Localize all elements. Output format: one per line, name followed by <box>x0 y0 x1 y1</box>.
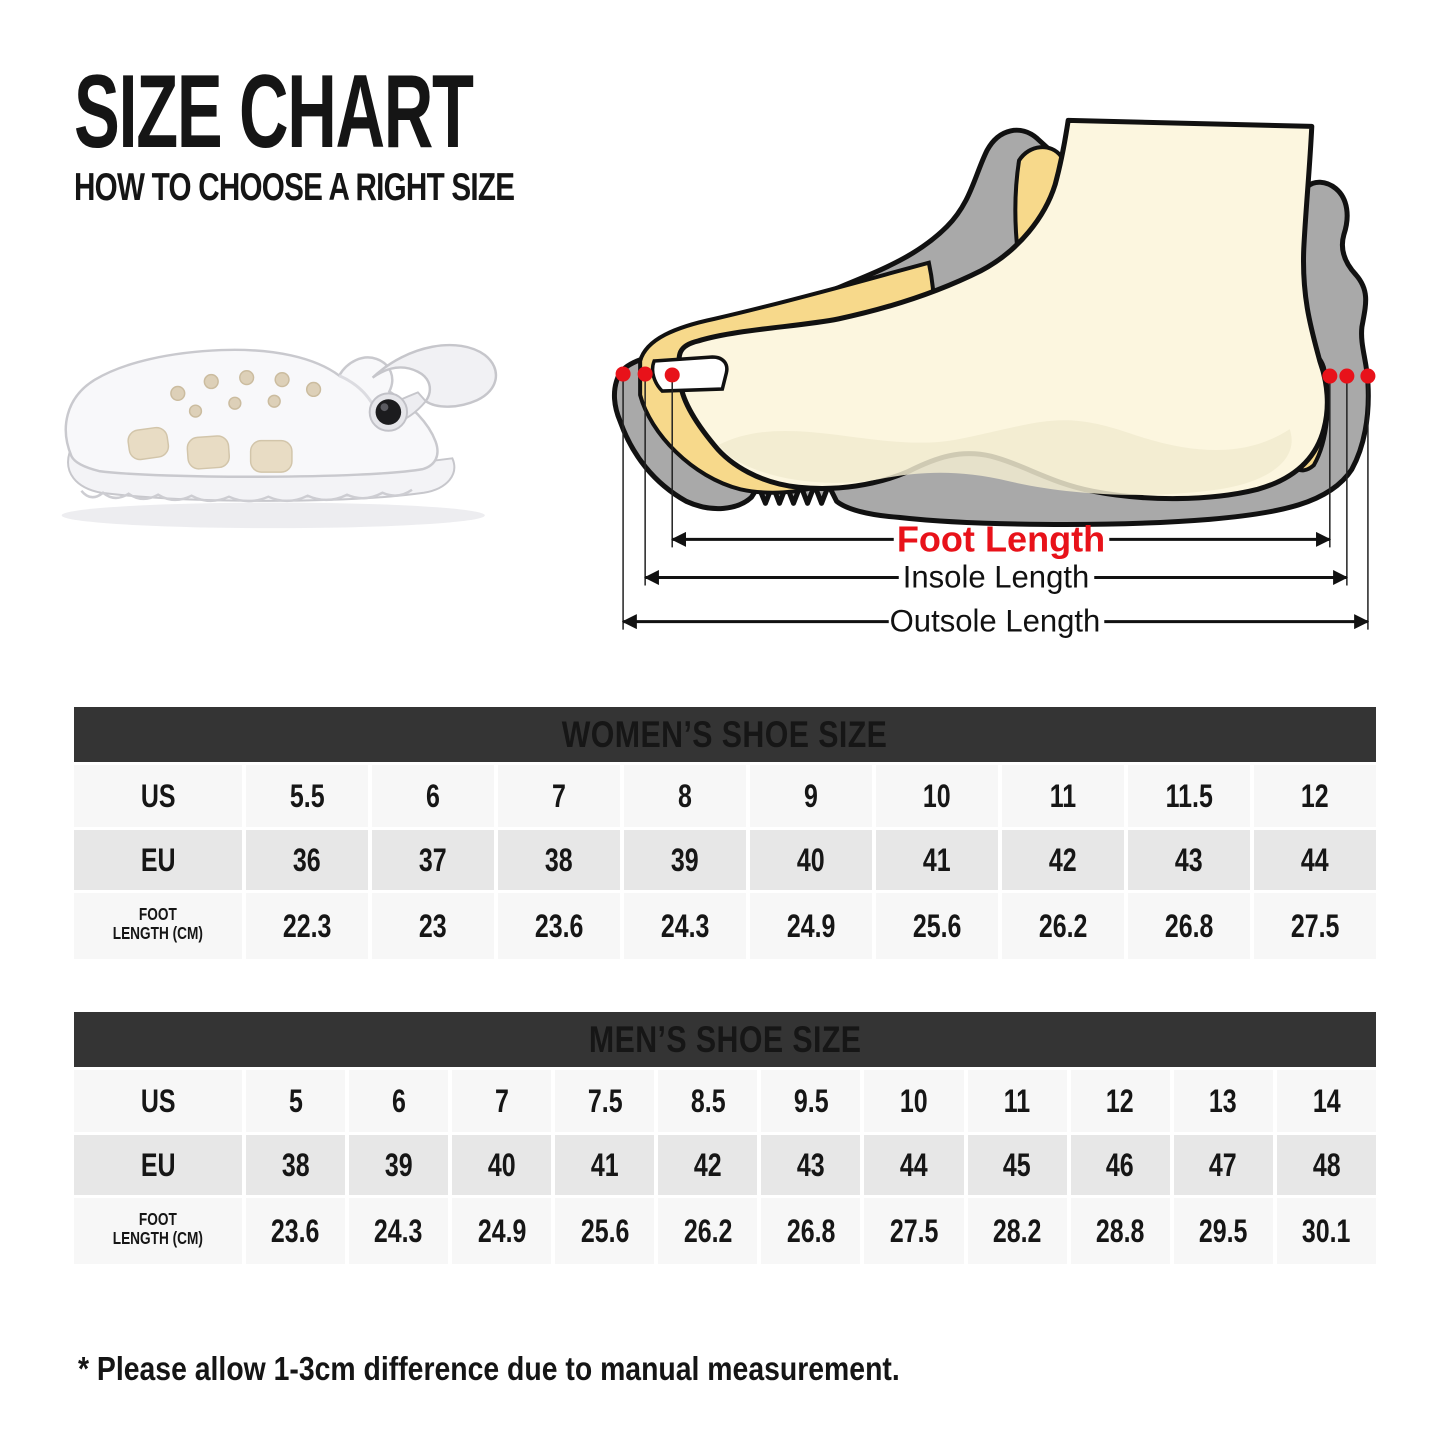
foot-length-cell: 30.1 <box>1276 1198 1376 1264</box>
us-size-cell: 5.5 <box>246 765 368 827</box>
outsole-length-label: Outsole Length <box>890 604 1101 639</box>
foot-length-label: Foot Length <box>897 518 1105 559</box>
toenail <box>650 355 729 393</box>
eu-size-cell: 42 <box>658 1135 758 1195</box>
page-title: SIZE CHART <box>74 54 474 170</box>
foot-length-cell: 24.9 <box>750 893 872 959</box>
row-label-foot-length: FOOT LENGTH (CM) <box>74 1198 242 1264</box>
us-size-cell: 8.5 <box>658 1070 758 1132</box>
foot-diagram-svg: Foot Length Insole Length Outsole Length <box>611 117 1376 639</box>
insole-length-label: Insole Length <box>903 560 1090 595</box>
foot-length-cell: 29.5 <box>1173 1198 1273 1264</box>
us-size-cell: 8 <box>624 765 746 827</box>
foot-length-cell: 25.6 <box>555 1198 655 1264</box>
us-size-cell: 7 <box>452 1070 552 1132</box>
foot-length-cell: 24.3 <box>349 1198 449 1264</box>
foot-length-cell: 28.8 <box>1070 1198 1170 1264</box>
page-subtitle: HOW TO CHOOSE A RIGHT SIZE <box>74 166 515 209</box>
eu-size-cell: 43 <box>1128 830 1250 890</box>
foot-length-cell: 26.2 <box>658 1198 758 1264</box>
foot-length-cell: 26.8 <box>761 1198 861 1264</box>
rivet-highlight <box>380 403 389 412</box>
men-footlength-row: FOOT LENGTH (CM) 23.6 24.3 24.9 25.6 26.… <box>74 1198 1376 1264</box>
measurement-dots <box>615 366 1376 384</box>
us-size-cell: 11 <box>967 1070 1067 1132</box>
us-size-cell: 9.5 <box>761 1070 861 1132</box>
us-size-cell: 14 <box>1276 1070 1376 1132</box>
men-us-row: US 5 6 7 7.5 8.5 9.5 10 11 12 13 14 <box>74 1070 1376 1132</box>
us-size-cell: 11 <box>1002 765 1124 827</box>
guide-lines <box>622 374 1369 630</box>
heel-strap <box>371 343 498 408</box>
eu-size-cell: 38 <box>246 1135 346 1195</box>
eu-size-cell: 46 <box>1070 1135 1170 1195</box>
foot-length-cell: 24.3 <box>624 893 746 959</box>
row-label-us: US <box>74 765 242 827</box>
foot-length-cell: 23.6 <box>498 893 620 959</box>
foot-length-cell: 23 <box>372 893 494 959</box>
clog-illustration <box>61 343 498 529</box>
men-table-header: MEN’S SHOE SIZE <box>74 1012 1376 1067</box>
women-table-header: WOMEN’S SHOE SIZE <box>74 707 1376 762</box>
eu-size-cell: 43 <box>761 1135 861 1195</box>
us-size-cell: 5 <box>246 1070 346 1132</box>
foot-length-cell: 22.3 <box>246 893 368 959</box>
row-label-eu: EU <box>74 830 242 890</box>
rivet-button <box>375 399 402 425</box>
women-us-row: US 5.5 6 7 8 9 10 11 11.5 12 <box>74 765 1376 827</box>
eu-size-cell: 36 <box>246 830 368 890</box>
eu-size-cell: 42 <box>1002 830 1124 890</box>
foot-length-cell: 26.8 <box>1128 893 1250 959</box>
eu-size-cell: 40 <box>750 830 872 890</box>
us-size-cell: 7.5 <box>555 1070 655 1132</box>
foot-length-cell: 28.2 <box>967 1198 1067 1264</box>
foot-length-cell: 23.6 <box>246 1198 346 1264</box>
foot-shading <box>718 420 1292 495</box>
row-label-us: US <box>74 1070 242 1132</box>
row-label-foot-length: FOOT LENGTH (CM) <box>74 893 242 959</box>
us-size-cell: 11.5 <box>1128 765 1250 827</box>
disclaimer-note: * Please allow 1-3cm difference due to m… <box>78 1350 900 1387</box>
women-eu-row: EU 36 37 38 39 40 41 42 43 44 <box>74 830 1376 890</box>
eu-size-cell: 39 <box>349 1135 449 1195</box>
side-vent-holes <box>127 426 293 473</box>
shoe-shadow <box>61 502 485 529</box>
us-size-cell: 13 <box>1173 1070 1273 1132</box>
men-size-table: MEN’S SHOE SIZE US 5 6 7 7.5 8.5 9.5 10 … <box>70 1009 1380 1267</box>
us-size-cell: 6 <box>372 765 494 827</box>
upper-vent-holes <box>170 369 322 418</box>
eu-size-cell: 39 <box>624 830 746 890</box>
us-size-cell: 6 <box>349 1070 449 1132</box>
eu-size-cell: 41 <box>876 830 998 890</box>
men-eu-row: EU 38 39 40 41 42 43 44 45 46 47 48 <box>74 1135 1376 1195</box>
eu-size-cell: 40 <box>452 1135 552 1195</box>
us-size-cell: 12 <box>1254 765 1376 827</box>
foot-length-cell: 24.9 <box>452 1198 552 1264</box>
foot-measurement-diagram: Foot Length Insole Length Outsole Length <box>588 98 1400 650</box>
us-size-cell: 9 <box>750 765 872 827</box>
us-size-cell: 10 <box>864 1070 964 1132</box>
foot-length-cell: 27.5 <box>1254 893 1376 959</box>
us-size-cell: 10 <box>876 765 998 827</box>
women-size-table: WOMEN’S SHOE SIZE US 5.5 6 7 8 9 10 11 1… <box>70 704 1380 962</box>
eu-size-cell: 37 <box>372 830 494 890</box>
foot-length-cell: 27.5 <box>864 1198 964 1264</box>
sole-tread-texture <box>80 488 413 503</box>
eu-size-cell: 44 <box>1254 830 1376 890</box>
row-label-eu: EU <box>74 1135 242 1195</box>
us-size-cell: 7 <box>498 765 620 827</box>
us-size-cell: 12 <box>1070 1070 1170 1132</box>
eu-size-cell: 47 <box>1173 1135 1273 1195</box>
foot-length-cell: 25.6 <box>876 893 998 959</box>
women-footlength-row: FOOT LENGTH (CM) 22.3 23 23.6 24.3 24.9 … <box>74 893 1376 959</box>
foot-length-cell: 26.2 <box>1002 893 1124 959</box>
product-photo-clog <box>42 282 534 550</box>
eu-size-cell: 41 <box>555 1135 655 1195</box>
eu-size-cell: 44 <box>864 1135 964 1195</box>
eu-size-cell: 45 <box>967 1135 1067 1195</box>
eu-size-cell: 48 <box>1276 1135 1376 1195</box>
eu-size-cell: 38 <box>498 830 620 890</box>
